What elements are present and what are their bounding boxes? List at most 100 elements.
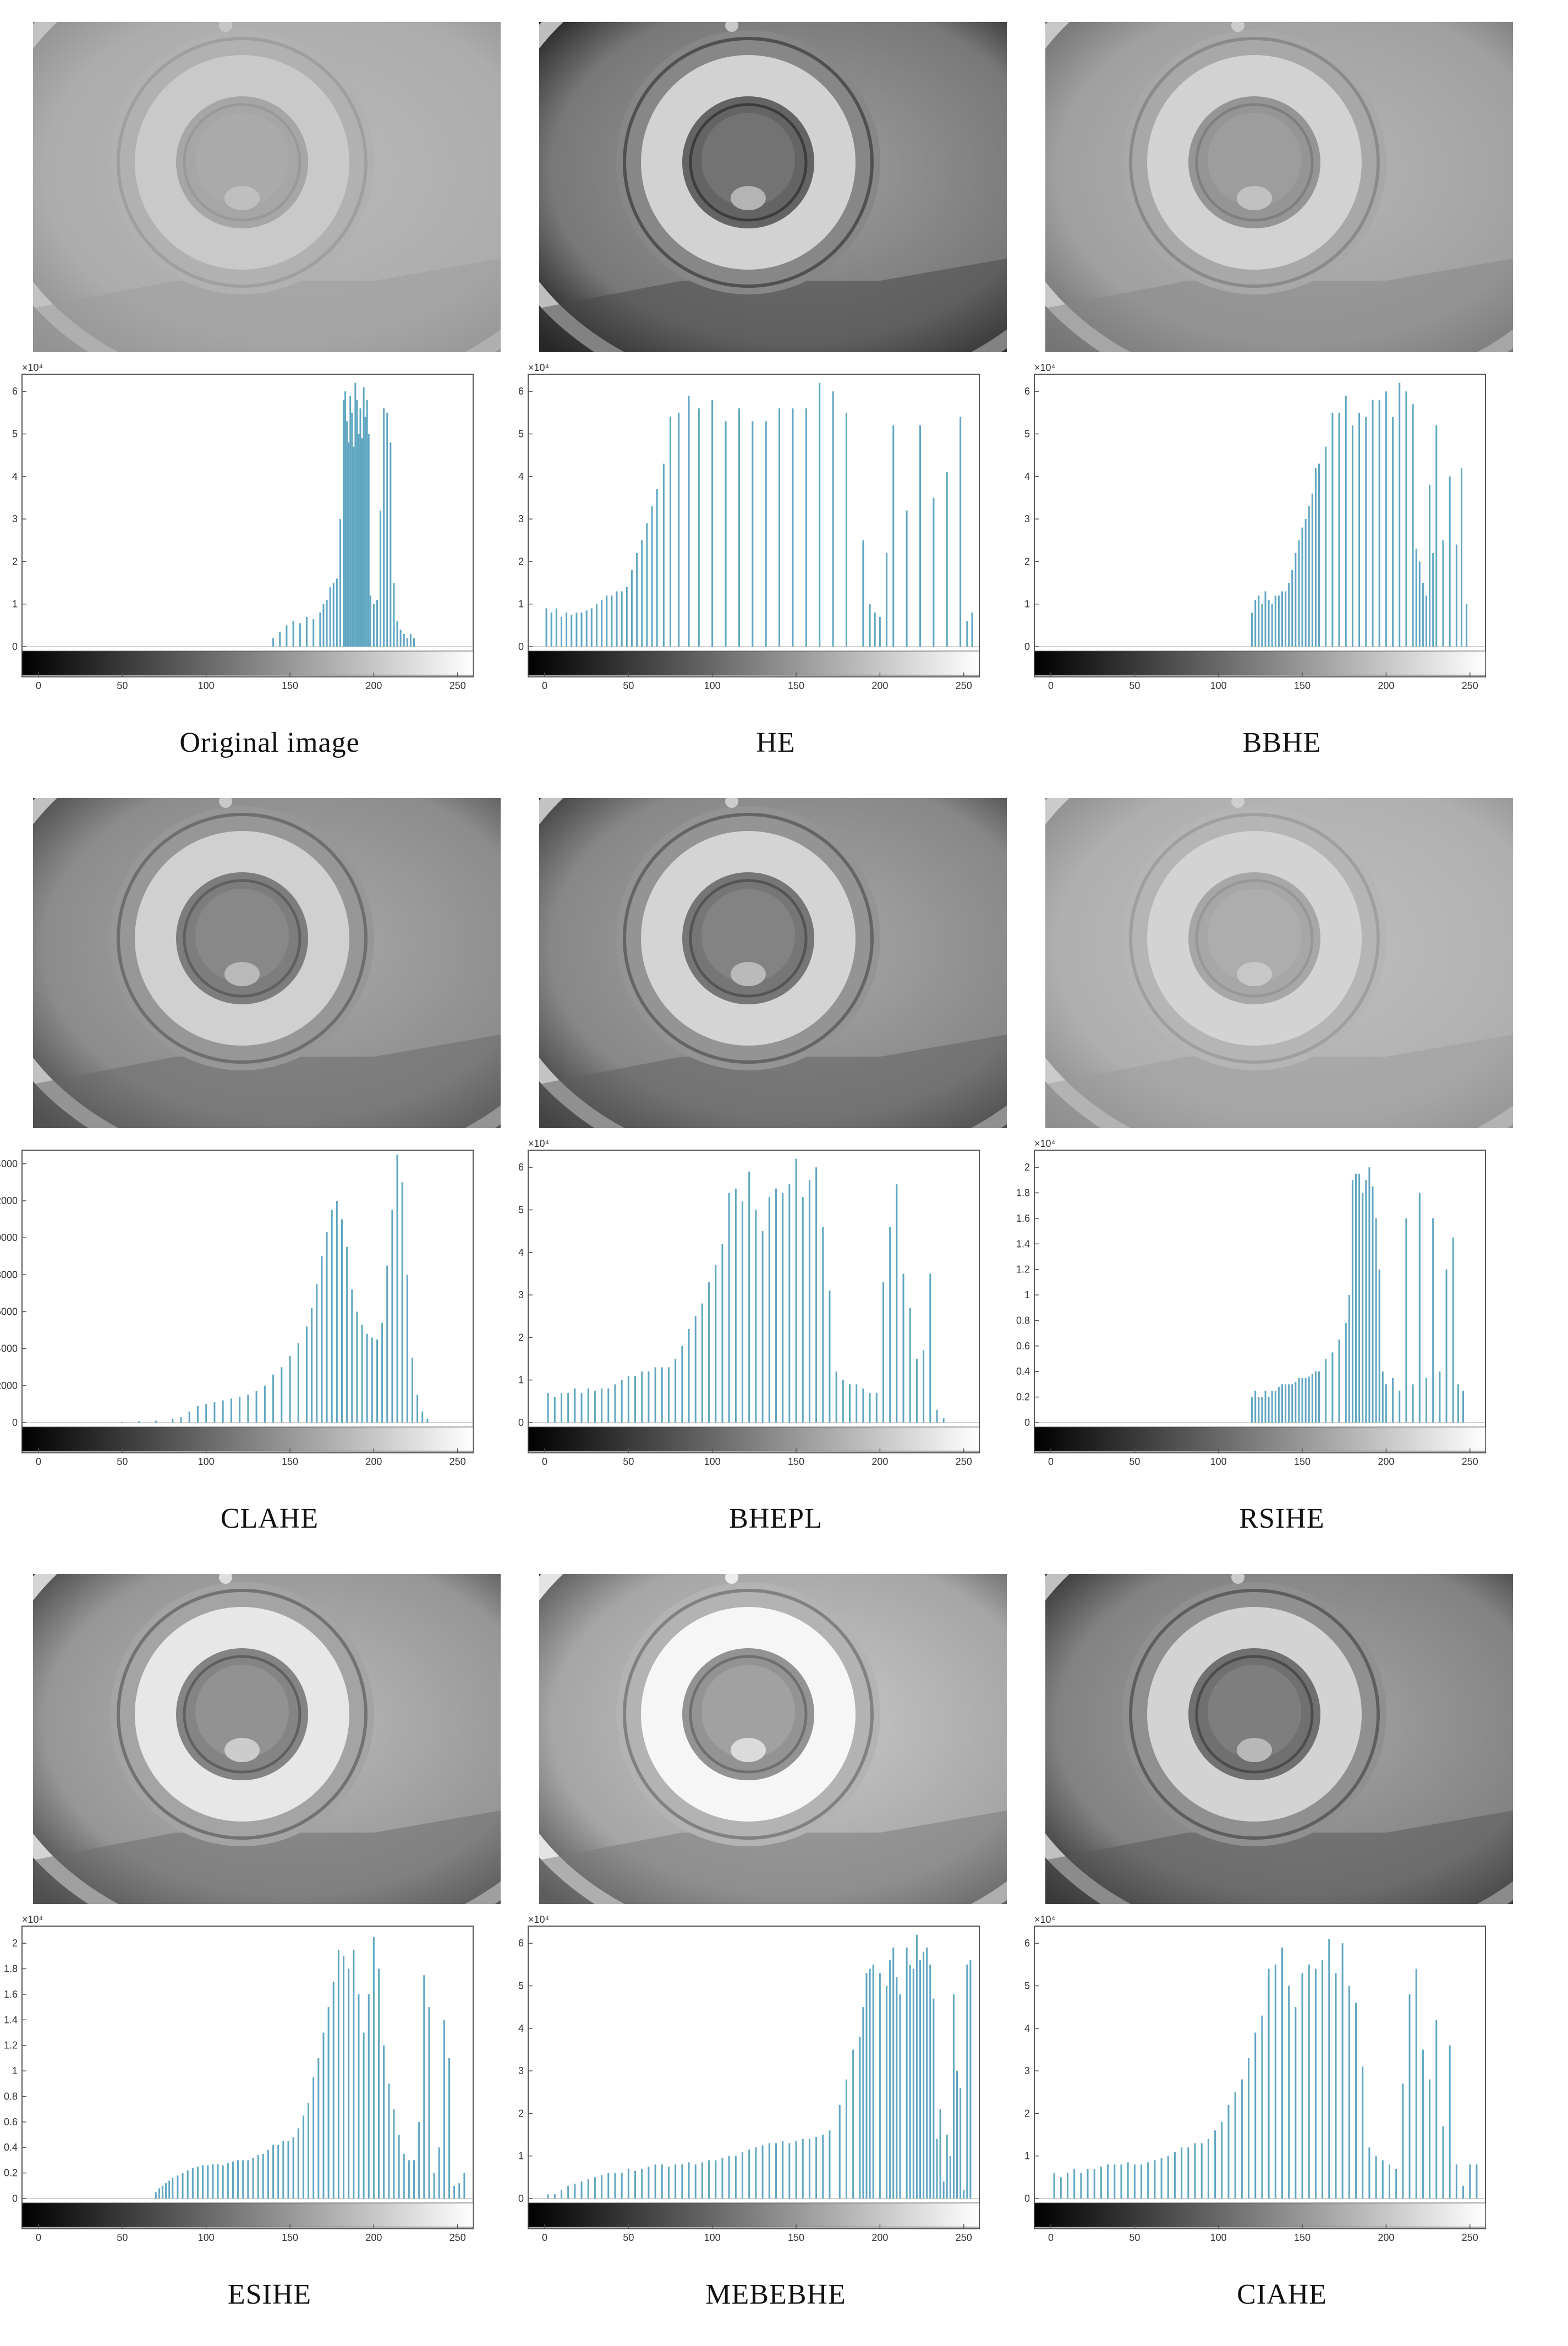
histogram-bar <box>567 2185 569 2199</box>
panel-esihe: 0 0.2 0.4 0.6 0.8 1 1.2 1.4 1.6 1.8 2 0 50 100 150 200 2… <box>0 1552 501 2328</box>
histogram-bar <box>322 2032 325 2199</box>
histogram-bar <box>1073 2168 1076 2199</box>
histogram-bar <box>929 1273 931 1423</box>
histogram-bar <box>383 408 385 647</box>
histogram-bar <box>329 587 331 647</box>
histogram-bar <box>1405 391 1407 647</box>
y-tick-label: 0.4 <box>4 2142 18 2153</box>
histogram-bar <box>232 2161 234 2199</box>
histogram-bar <box>363 2032 365 2199</box>
histogram-bar <box>708 2160 710 2199</box>
histogram-bar <box>648 1371 650 1423</box>
histogram-bar <box>272 2145 275 2199</box>
histogram-bar <box>1455 544 1457 647</box>
histogram-bar <box>1442 2126 1444 2199</box>
x-tick-label: 50 <box>623 2232 634 2243</box>
histogram-bar <box>1375 1218 1377 1423</box>
histogram-bar <box>1087 2168 1089 2199</box>
histogram-bar <box>896 1977 898 2199</box>
histogram-bar <box>1295 2007 1297 2199</box>
histogram-mebebhe: 0 1 2 3 4 5 6 0 50 100 150 200 250 ×10⁴ <box>506 1910 1001 2284</box>
histogram-bar <box>1053 2173 1055 2199</box>
histogram-bar <box>1439 1371 1441 1423</box>
histogram-bar <box>862 1388 864 1423</box>
histogram-bar <box>919 1960 921 2199</box>
lower-shadow <box>1045 1035 1513 1128</box>
histogram-bar <box>614 2173 616 2199</box>
histogram-bar <box>121 1421 123 1423</box>
histogram-bar <box>247 1395 249 1423</box>
histogram-bar <box>399 630 402 647</box>
histogram-bar <box>361 438 363 647</box>
histogram-bar <box>1322 1960 1324 2199</box>
histogram-bar <box>351 412 353 647</box>
histogram-bar <box>875 1392 878 1423</box>
histogram-bar <box>606 595 608 647</box>
histogram-bar <box>292 2137 294 2199</box>
histogram-bar <box>1368 1167 1370 1423</box>
histogram-bar <box>869 1968 871 2199</box>
intensity-colorbar <box>1034 1426 1486 1452</box>
axes-box <box>21 374 474 677</box>
histogram-bar <box>715 2160 717 2199</box>
intensity-colorbar <box>1034 2202 1486 2228</box>
y-tick-label: 1 <box>1024 1289 1030 1300</box>
histogram-bar <box>237 2160 239 2199</box>
top-screw <box>219 798 232 808</box>
y-tick-label: 0 <box>1024 1417 1030 1428</box>
barrel-edge <box>183 879 301 998</box>
x-tick-label: 100 <box>704 1456 721 1467</box>
histogram-bar <box>1432 553 1434 647</box>
histogram-bar <box>933 1998 935 2199</box>
histogram-bar <box>1278 595 1280 647</box>
y-tick-label: 4 <box>12 471 18 482</box>
histogram-bar <box>1285 1384 1287 1423</box>
x-tick-label: 200 <box>365 680 382 691</box>
histogram-bar <box>912 1968 914 2199</box>
histogram-bar <box>348 442 350 647</box>
x-tick-label: 250 <box>449 1456 466 1467</box>
histogram-bar <box>792 408 794 647</box>
histogram-bar <box>227 2163 229 2199</box>
x-tick-label: 250 <box>1462 680 1478 691</box>
x-tick-label: 100 <box>198 2232 215 2243</box>
histogram-bar <box>1214 2130 1216 2199</box>
histogram-bar <box>1274 595 1276 647</box>
histogram-bar <box>768 2143 770 2199</box>
y-tick-label: 4 <box>1024 471 1030 482</box>
histogram-bar <box>1368 2147 1370 2199</box>
histogram-bar <box>1154 2160 1156 2199</box>
histogram-bar <box>969 1960 972 2199</box>
histogram-bar <box>287 2141 289 2199</box>
histogram-bar <box>1167 2156 1169 2199</box>
histogram-bar <box>872 1964 874 2199</box>
histogram-bar <box>1351 425 1353 647</box>
x-tick-label: 50 <box>117 1456 128 1467</box>
histogram-bar <box>406 1275 408 1423</box>
histogram-bar <box>1285 591 1287 647</box>
histogram-bar <box>353 446 355 647</box>
histogram-bar <box>775 2143 777 2199</box>
histogram-bar <box>1426 595 1427 647</box>
histogram-bar <box>239 1396 241 1423</box>
photo-original <box>33 22 501 352</box>
y-tick-label: 6 <box>1024 386 1030 397</box>
lower-shadow <box>539 1035 1007 1128</box>
histogram-bar <box>805 408 807 647</box>
histogram-bar <box>346 1246 348 1423</box>
photo-bhepl <box>539 798 1007 1128</box>
histogram-bar <box>1365 1180 1367 1423</box>
y-tick-label: 1 <box>518 599 524 610</box>
y-tick-label: 6 <box>12 386 18 397</box>
histogram-bar <box>845 2079 847 2199</box>
histogram-bar <box>177 2175 179 2199</box>
histogram-bar <box>277 2145 279 2199</box>
histogram-bar <box>326 599 328 647</box>
panel-clahe: 0 2000 4000 6000 8000 10000 12000 14000 0 50 100 15… <box>0 776 501 1552</box>
histogram-bar <box>1381 1371 1384 1423</box>
y-tick-label: 4000 <box>0 1343 18 1354</box>
histogram-bar <box>734 1188 737 1423</box>
x-tick-label: 150 <box>282 2232 298 2243</box>
x-tick-label: 150 <box>282 680 298 691</box>
histogram-bar <box>1328 1939 1330 2199</box>
